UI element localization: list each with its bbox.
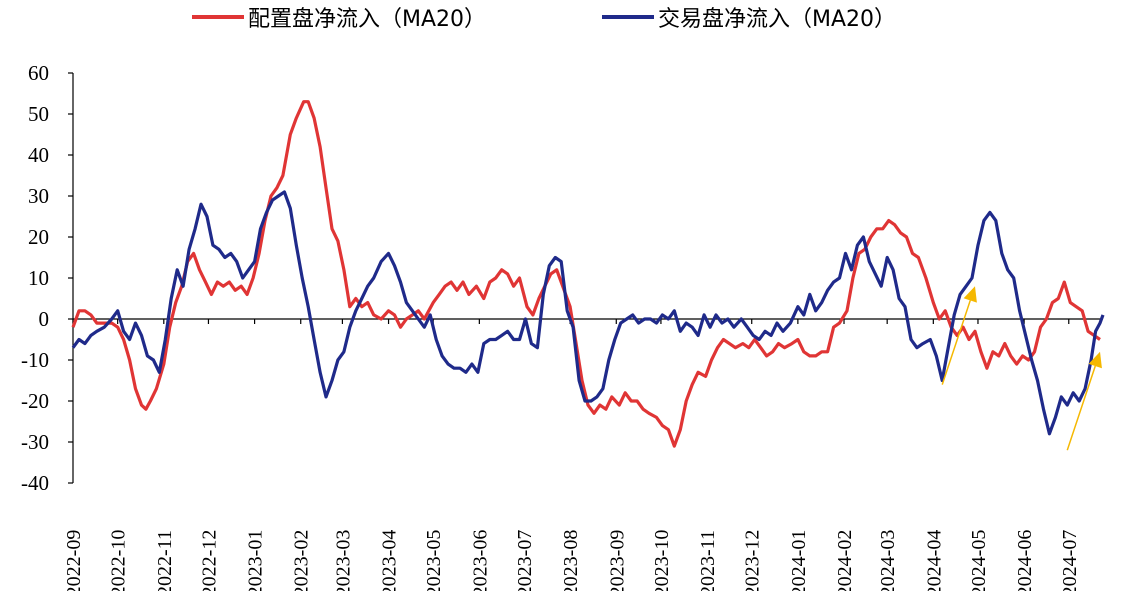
y-tick-label: 50 [28,102,49,126]
y-tick-label: 0 [39,307,50,331]
y-tick-label: 40 [28,143,49,167]
y-tick-label: -30 [21,430,49,454]
x-tick-label: 2022-10 [108,530,130,591]
chart-series [71,100,1105,448]
x-tick-label: 2023-09 [606,530,628,591]
y-tick-label: 10 [28,266,49,290]
x-tick-label: 2023-03 [332,530,354,591]
legend-item-series-0: 配置盘净流入（MA20） [192,2,486,32]
chart-annotations [941,286,1102,451]
x-tick-label: 2023-04 [379,530,401,591]
x-tick-label: 2023-07 [514,530,536,591]
x-tick-label: 2024-05 [968,530,990,591]
arrow-annotation-1 [1066,351,1102,451]
x-tick-label: 2023-01 [245,530,267,591]
legend-swatch-series-1 [602,15,654,19]
chart-axes: 60 50 40 30 20 10 0 -10 -20 -30 -40 2022-09 2022-10 2… [21,61,1103,591]
y-tick-label: -10 [21,348,49,372]
chart-legend: 配置盘净流入（MA20） 交易盘净流入（MA20） [0,2,1144,32]
x-tick-label: 2022-09 [63,530,85,591]
y-tick-label: -20 [21,389,49,413]
y-tick-label: -40 [21,471,49,495]
arrow-annotation-0 [941,286,977,385]
y-tick-label: 20 [28,225,49,249]
x-tick-label: 2023-02 [291,530,313,591]
x-tick-label: 2024-01 [788,530,810,591]
x-tick-label: 2022-12 [198,530,220,591]
y-tick-label: 60 [28,61,49,85]
x-tick-label: 2024-04 [923,530,945,591]
x-tick-label: 2023-12 [742,530,764,591]
x-tick-label: 2023-10 [651,530,673,591]
x-tick-label: 2023-11 [697,530,719,591]
legend-label-series-1: 交易盘净流入（MA20） [658,7,897,32]
series-line-1 [71,190,1105,436]
x-tick-label: 2023-05 [423,530,445,591]
y-tick-label: 30 [28,184,49,208]
x-tick-label: 2024-07 [1059,530,1081,591]
x-tick-label: 2024-02 [834,530,856,591]
x-tick-label: 2023-08 [560,530,582,591]
x-tick-label: 2023-06 [469,530,491,591]
series-line-0 [71,100,1101,448]
legend-label-series-0: 配置盘净流入（MA20） [248,7,487,32]
legend-swatch-series-0 [192,15,244,19]
x-tick-label: 2022-11 [154,530,176,591]
x-tick-label: 2024-03 [877,530,899,591]
x-tick-label: 2024-06 [1014,530,1036,591]
legend-item-series-1: 交易盘净流入（MA20） [602,2,896,32]
